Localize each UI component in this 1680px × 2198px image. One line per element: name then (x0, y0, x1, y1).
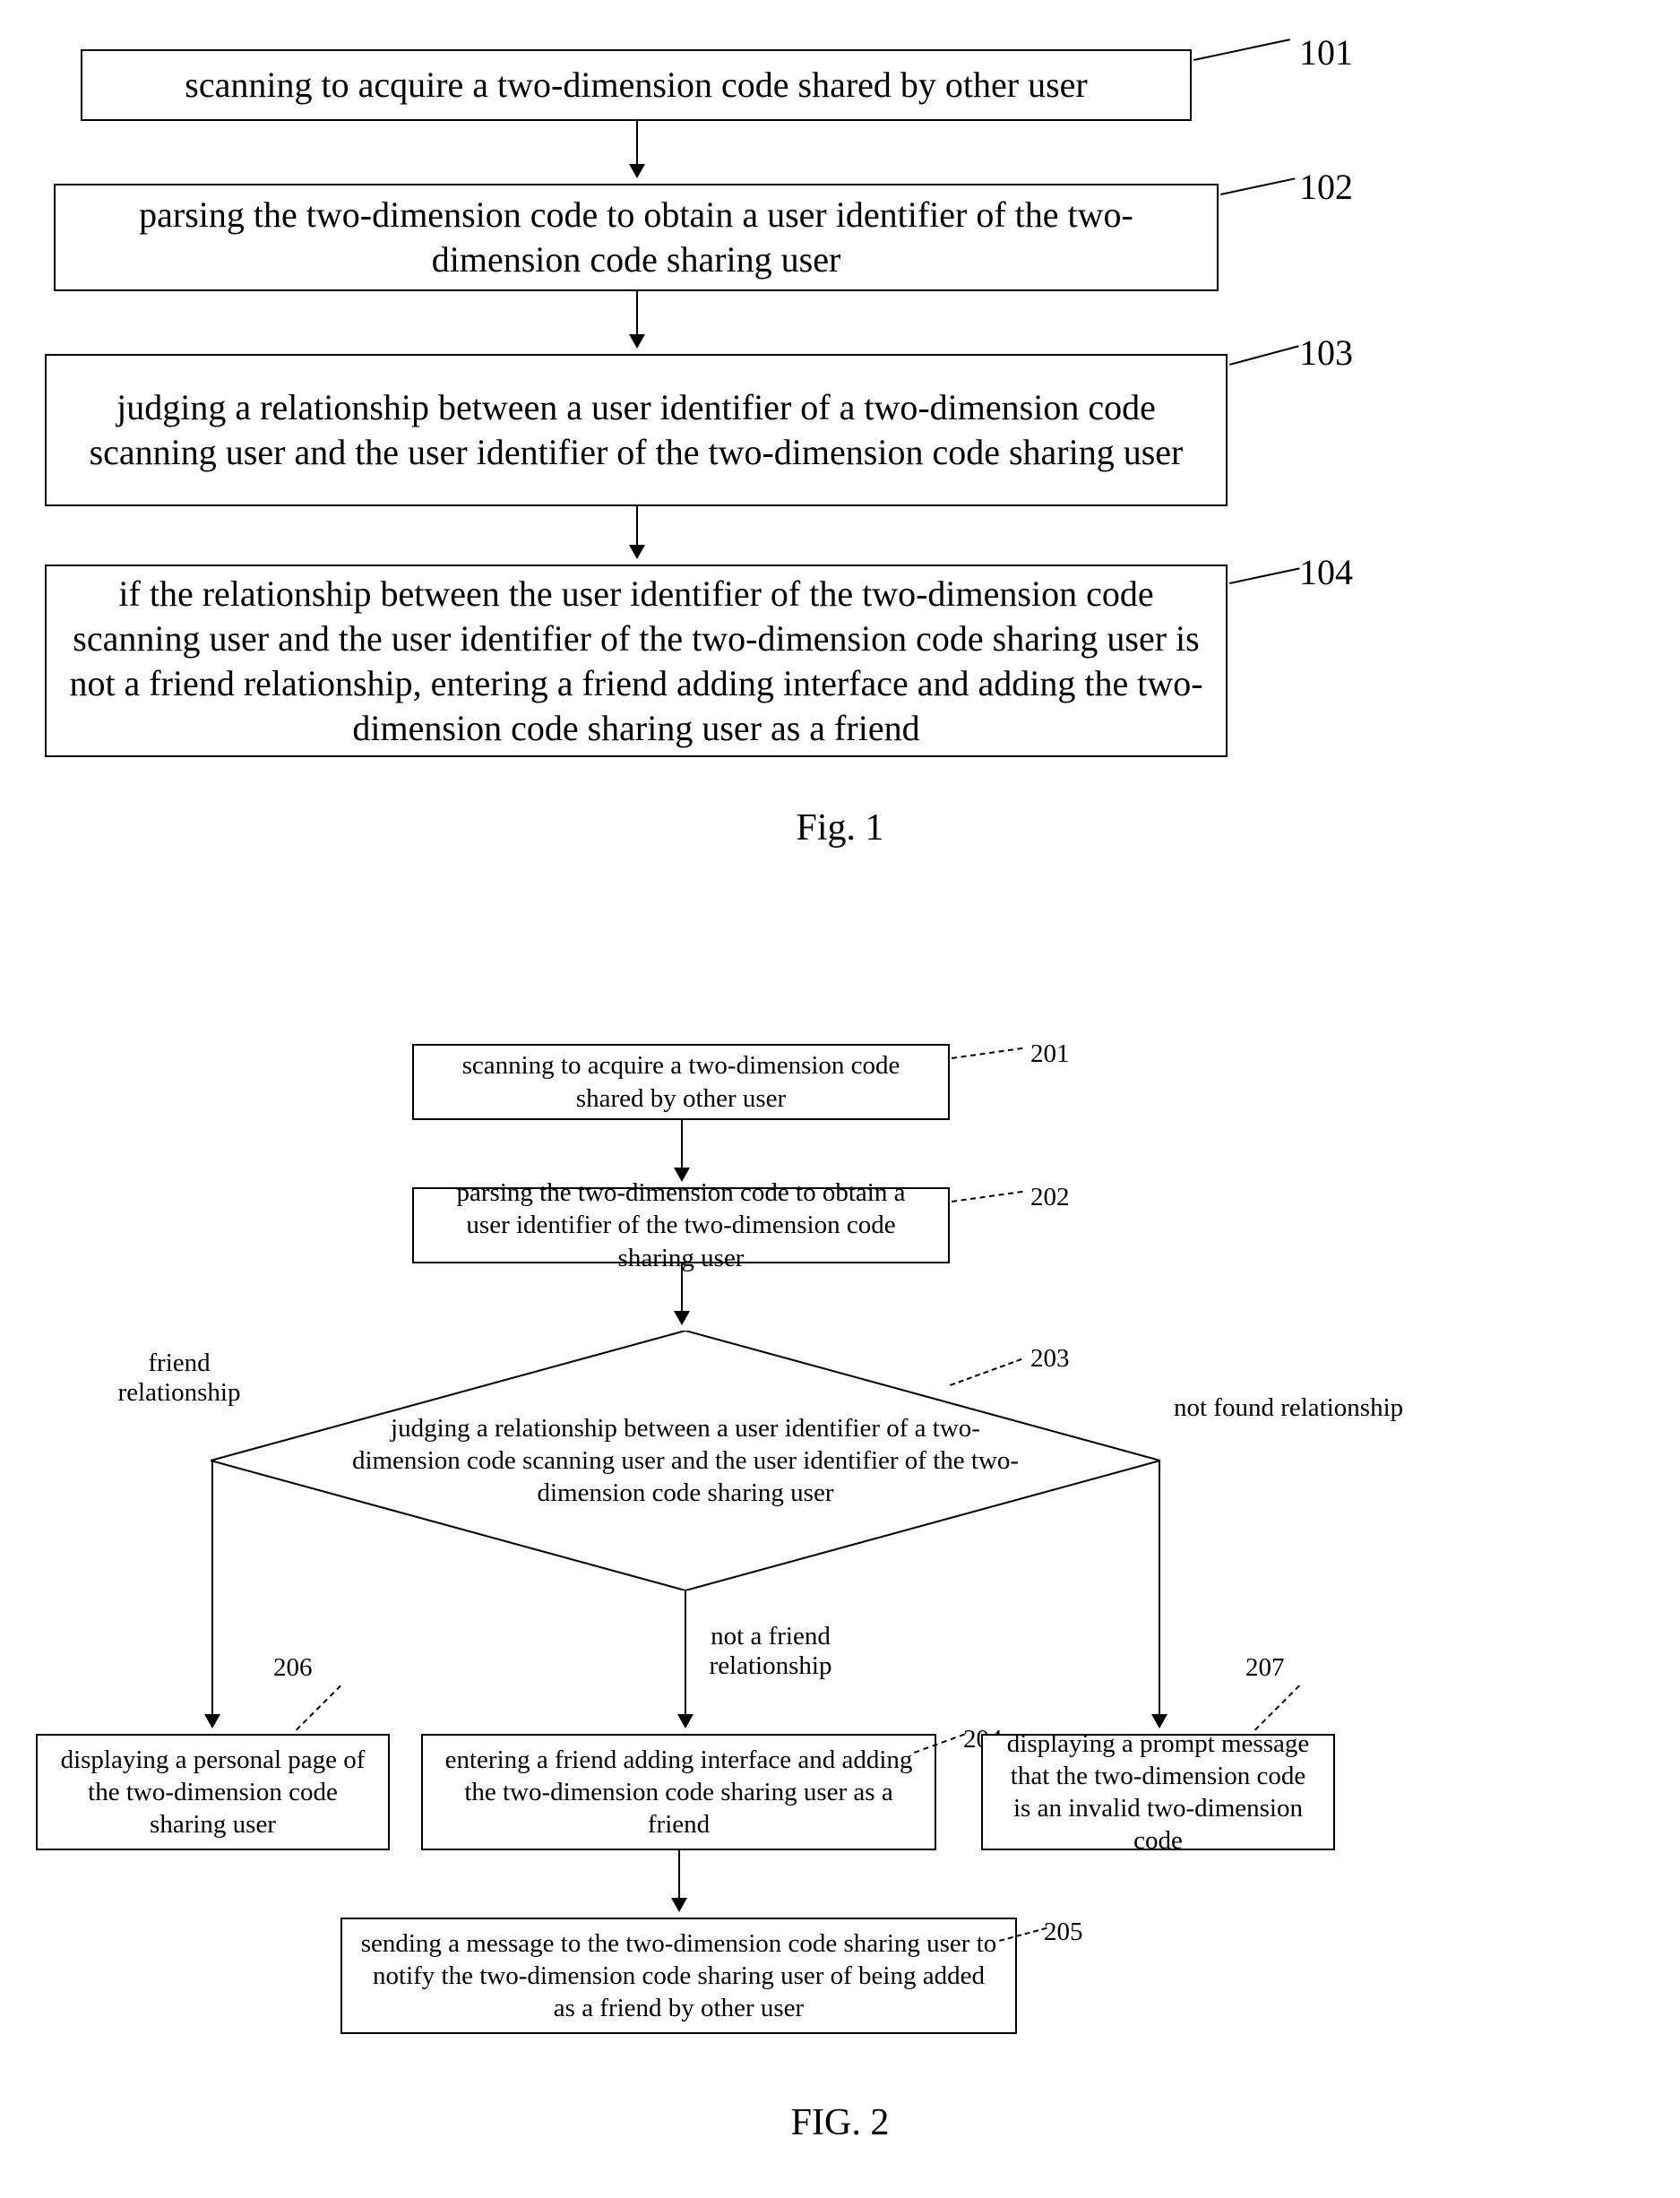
arrow (685, 1590, 686, 1727)
leader-line (1229, 345, 1299, 366)
arrow (211, 1716, 213, 1727)
node-num-103: 103 (1299, 332, 1353, 374)
node-text: scanning to acquire a two-dimension code… (185, 63, 1087, 108)
arrow (636, 121, 638, 177)
arrow (678, 1850, 680, 1910)
node-num-201: 201 (1030, 1039, 1070, 1069)
figure-caption-2: FIG. 2 (0, 2101, 1680, 2144)
node-text: displaying a personal page of the two-di… (56, 1744, 370, 1841)
page: scanning to acquire a two-dimension code… (0, 0, 1680, 2198)
leader-line (1220, 177, 1296, 195)
node-num-203: 203 (1030, 1344, 1070, 1374)
arrow (681, 1120, 683, 1180)
flow-node-207: displaying a prompt message that the two… (981, 1734, 1335, 1850)
node-text: parsing the two-dimension code to obtain… (73, 193, 1199, 282)
flow-node-206: displaying a personal page of the two-di… (36, 1734, 390, 1850)
arrow (636, 291, 638, 347)
flow-node-202: parsing the two-dimension code to obtain… (412, 1187, 950, 1263)
flow-node-102: parsing the two-dimension code to obtain… (54, 184, 1219, 291)
leader-line (952, 1047, 1022, 1059)
arrow (636, 506, 638, 557)
leader-line (296, 1685, 341, 1731)
flow-node-204: entering a friend adding interface and a… (421, 1734, 936, 1850)
flow-node-201: scanning to acquire a two-dimension code… (412, 1044, 950, 1120)
leader-line (1193, 39, 1290, 61)
edge-label-friend: friend relationship (108, 1349, 251, 1408)
flow-node-101: scanning to acquire a two-dimension code… (81, 49, 1192, 121)
arrow (681, 1263, 683, 1323)
node-text: if the relationship between the user ide… (65, 572, 1208, 751)
edge-line (211, 1461, 213, 1727)
leader-line (1229, 567, 1300, 584)
node-text: sending a message to the two-dimension c… (360, 1927, 997, 2025)
node-num-202: 202 (1030, 1183, 1070, 1212)
node-num-101: 101 (1299, 31, 1353, 73)
node-text: scanning to acquire a two-dimension code… (432, 1049, 930, 1115)
flow-node-205: sending a message to the two-dimension c… (340, 1918, 1017, 2034)
flow-node-103: judging a relationship between a user id… (45, 354, 1228, 506)
node-num-102: 102 (1299, 166, 1353, 208)
edge-label-not-friend: not a friend relationship (690, 1622, 851, 1681)
node-num-207: 207 (1245, 1653, 1285, 1683)
flow-node-104: if the relationship between the user ide… (45, 565, 1228, 757)
node-text: parsing the two-dimension code to obtain… (432, 1177, 930, 1274)
leader-line (952, 1191, 1022, 1202)
node-text: judging a relationship between a user id… (65, 385, 1208, 475)
figure-caption-1: Fig. 1 (0, 806, 1680, 849)
arrow (1159, 1716, 1160, 1727)
edge-line (1159, 1461, 1160, 1727)
edge-label-not-found: not found relationship (1174, 1393, 1403, 1423)
node-text: judging a relationship between a user id… (211, 1331, 1160, 1590)
node-num-206: 206 (273, 1653, 313, 1683)
node-text: entering a friend adding interface and a… (441, 1744, 917, 1841)
node-num-104: 104 (1299, 551, 1353, 593)
node-text: displaying a prompt message that the two… (1001, 1728, 1315, 1858)
decision-node-203: judging a relationship between a user id… (211, 1331, 1160, 1590)
leader-line (1254, 1685, 1300, 1731)
node-num-205: 205 (1044, 1918, 1083, 1947)
